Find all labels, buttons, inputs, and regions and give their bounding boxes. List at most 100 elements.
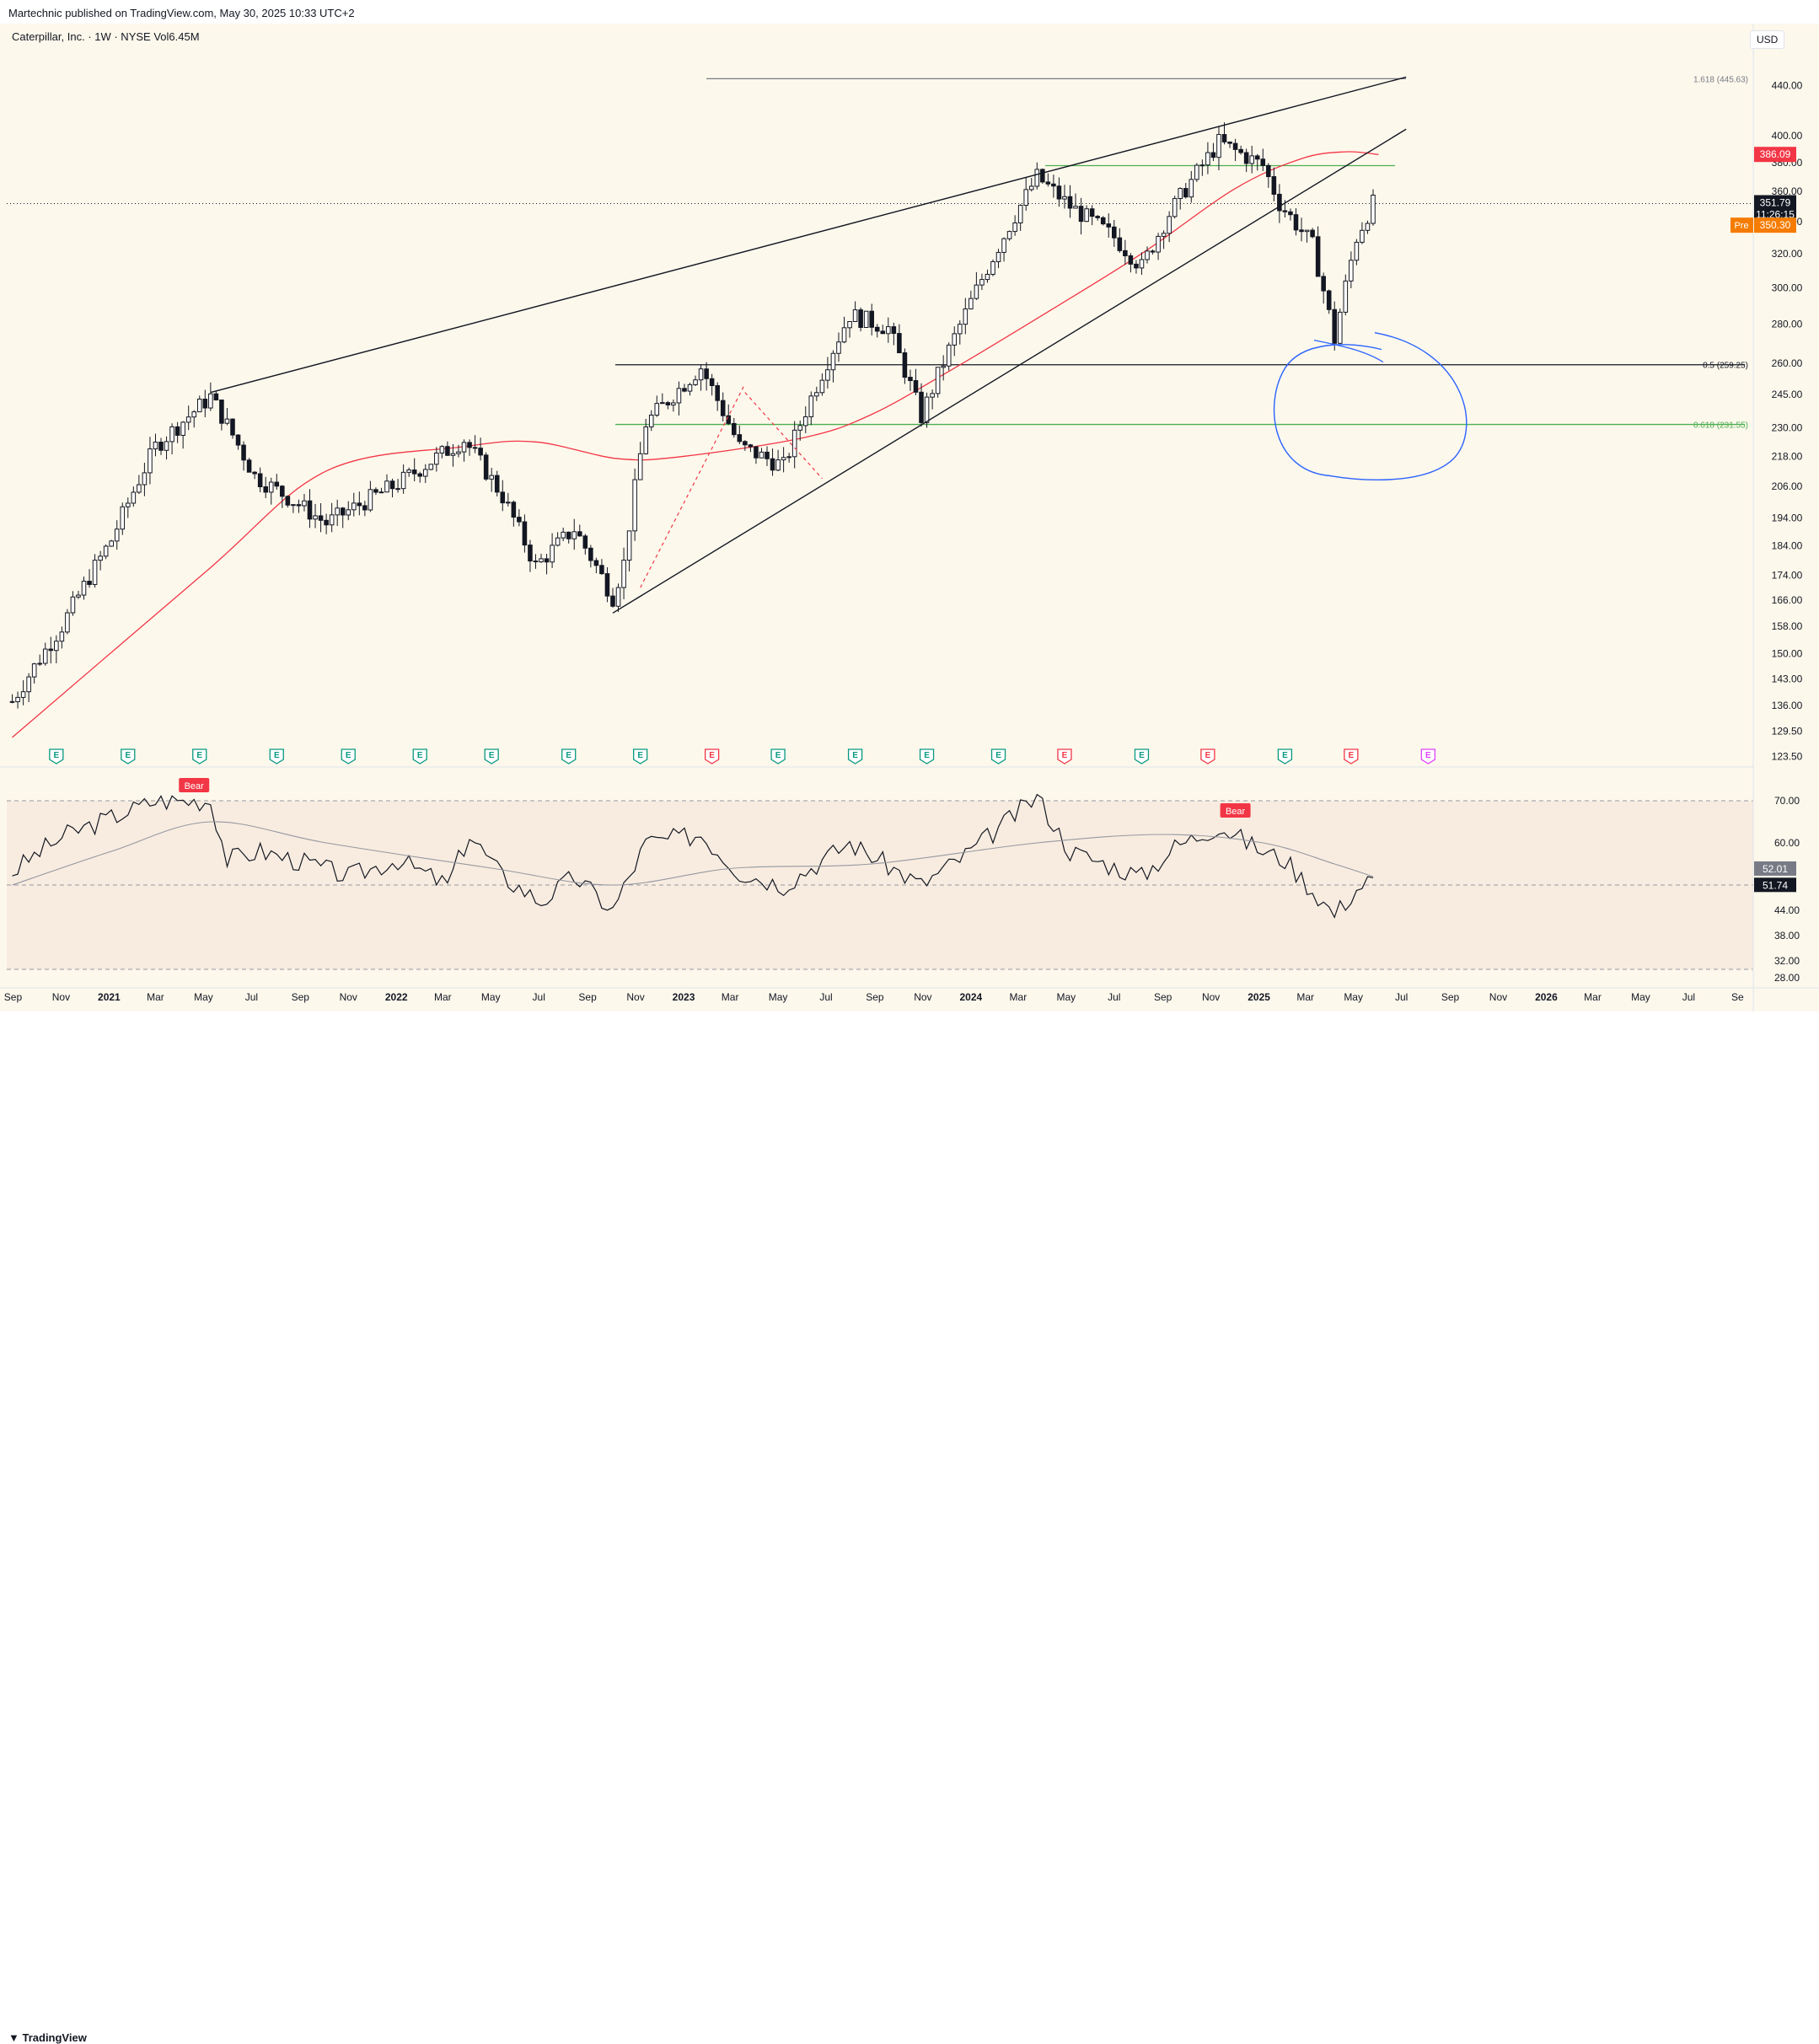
candle [335,499,340,526]
bear-signal[interactable]: Bear [179,778,210,792]
time-axis-tick: Sep [866,991,884,1003]
annotation-circle [1273,331,1468,480]
currency-button[interactable]: USD [1750,30,1785,49]
price-axis-tick: 400.00 [1772,130,1803,142]
candle [1349,251,1354,288]
candle-body [1156,235,1161,253]
candle-body [1040,169,1045,183]
candle [836,332,841,362]
candle [126,497,131,518]
candle-body [802,416,808,427]
price-axis-tick: 136.00 [1772,700,1803,711]
earnings-icon[interactable]: E [269,748,284,764]
earnings-icon[interactable]: E [1277,748,1293,764]
candle-body [329,514,335,526]
candle-body [1112,226,1117,239]
earnings-icon[interactable]: E [990,748,1006,764]
candle [70,591,76,616]
time-axis-tick: Se [1731,991,1744,1003]
price-label-value: 350.30 [1760,219,1791,231]
earnings-badge [269,748,284,764]
candle-body [825,369,830,381]
earnings-letter: E [566,751,571,760]
time-axis-tick: Jul [1395,991,1408,1003]
candle-body [1084,208,1089,223]
candle-body [1243,152,1249,164]
candle-body [208,393,213,409]
candle-body [654,403,660,416]
earnings-icon[interactable]: E [633,748,648,764]
candle [92,554,98,588]
symbol-legend[interactable]: Caterpillar, Inc. · 1W · NYSE Vol6.45M [12,30,200,43]
earnings-icon[interactable]: E [847,748,863,764]
price-label: 386.09 [1754,147,1796,163]
candle-body [979,279,985,286]
earnings-icon[interactable]: E [484,748,499,764]
earnings-icon[interactable]: E [704,748,720,764]
candle-body [395,488,400,491]
candle [252,470,257,480]
earnings-icon[interactable]: E [1200,748,1215,764]
candle [1051,174,1056,198]
chart-canvas[interactable]: 1.618 (445.63) 0.5 (259.25) 0.618 (231.55)… [0,0,1819,1038]
time-axis-tick: Nov [52,991,70,1003]
candle [726,404,732,426]
candle [472,435,478,453]
earnings-icon[interactable]: E [49,748,64,764]
candle [754,446,759,464]
price-axis-tick: 360.00 [1772,185,1803,197]
earnings-icon[interactable]: E [192,748,207,764]
candle-body [615,587,621,607]
price-axis-tick: 245.00 [1772,389,1803,400]
earnings-icon[interactable]: E [1420,748,1436,764]
candle-body [952,333,958,346]
time-axis-tick: Nov [1202,991,1220,1003]
candle [378,487,384,494]
candle [1139,252,1145,276]
earnings-icon[interactable]: E [1134,748,1150,764]
candle-body [781,457,786,461]
candle-body [648,414,654,428]
earnings-icon[interactable]: E [341,748,356,764]
candle [26,673,31,703]
candle-body [1128,255,1134,265]
tradingview-logo[interactable]: ▼ TradingView [8,2031,87,2044]
earnings-icon[interactable]: E [1344,748,1359,764]
time-axis-tick: Mar [434,991,452,1003]
rsi-axis-tick: 28.00 [1774,972,1800,984]
candle-body [422,469,428,477]
earnings-icon[interactable]: E [1057,748,1072,764]
candle [373,487,378,496]
earnings-icon[interactable]: E [919,748,935,764]
candle [208,382,213,411]
time-axis-tick: Sep [578,991,597,1003]
candle-body [1167,216,1172,234]
candle [202,389,208,418]
bear-signal[interactable]: Bear [1220,803,1251,818]
candle-body [704,368,709,379]
candle [814,386,819,401]
earnings-badge [704,748,720,764]
candle-body [841,327,847,343]
candle [588,545,593,568]
candle-body [891,326,897,335]
candle-body [571,531,577,539]
time-axis-tick: Jul [1108,991,1120,1003]
candle-body [103,545,109,557]
candle [1095,215,1100,221]
earnings-icon[interactable]: E [121,748,136,764]
candle-body [1123,249,1128,256]
earnings-icon[interactable]: E [561,748,577,764]
earnings-icon[interactable]: E [770,748,786,764]
candle [324,513,329,534]
candle [285,495,291,508]
candle-body [1260,158,1266,166]
candle [533,554,539,569]
candle-body [957,324,963,335]
earnings-icon[interactable]: E [412,748,427,764]
earnings-letter: E [53,751,59,760]
candle [148,437,153,485]
rsi-line [12,793,1374,919]
candle [704,362,709,391]
pre-market-tag-bg [1730,217,1753,233]
